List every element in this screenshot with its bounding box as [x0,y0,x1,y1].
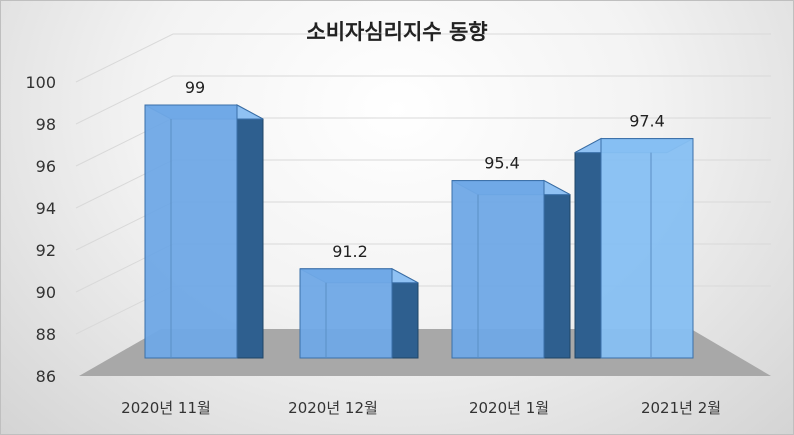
y-tick-label: 94 [36,199,56,218]
bars: 99 91.2 95.4 97.4 [144,78,694,359]
gridline [75,33,771,83]
bar [451,179,571,359]
chart-title: 소비자심리지수 동향 [306,20,487,44]
bar-side [236,104,264,359]
x-axis: 2020년 11월 2020년 12월 2020년 1월 2021년 2월 [121,399,721,417]
bar-side [543,179,571,359]
y-tick-label: 88 [36,325,56,344]
y-tick-label: 98 [36,115,56,134]
x-tick-label: 2021년 2월 [641,399,721,417]
bar [144,104,264,359]
bar-front [299,268,393,359]
y-tick-label: 86 [36,367,56,386]
gridline [75,75,771,125]
bar-side [574,137,602,359]
data-label: 99 [185,78,205,97]
bar-front [144,104,238,359]
data-label: 97.4 [629,112,665,131]
y-tick-label: 92 [36,241,56,260]
y-tick-label: 100 [25,73,56,92]
bar [574,137,694,359]
bar [299,267,419,359]
data-label: 95.4 [484,154,520,173]
x-tick-label: 2020년 1월 [469,399,549,417]
y-tick-label: 90 [36,283,56,302]
bar-front [600,138,694,359]
y-axis: 86 88 90 92 94 96 98 100 [25,73,56,386]
x-tick-label: 2020년 12월 [288,399,378,417]
y-tick-label: 96 [36,157,56,176]
bar-front [451,180,545,359]
data-label: 91.2 [332,242,368,261]
x-tick-label: 2020년 11월 [121,399,211,417]
